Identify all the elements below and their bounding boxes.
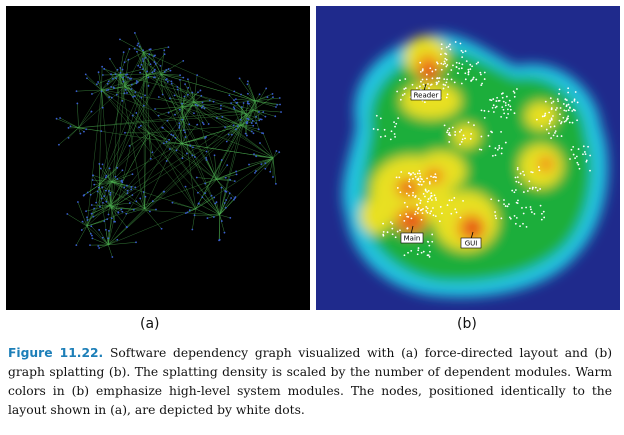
force-directed-graph-canvas xyxy=(55,32,282,258)
figure-label: Figure 11.22. xyxy=(8,346,104,360)
label-reader: Reader xyxy=(410,83,442,101)
panel-b-label: (b) xyxy=(457,316,477,332)
label-gui: GUI xyxy=(460,231,482,249)
force-directed-graph-image xyxy=(6,6,310,310)
label-reader-text: Reader xyxy=(414,92,439,100)
graph-nodes xyxy=(55,32,282,258)
graph-splatting-canvas: Reader Main GUI xyxy=(342,33,608,298)
node-dots xyxy=(372,41,592,258)
graph-edges xyxy=(56,32,282,258)
panel-a-label: (a) xyxy=(140,316,160,332)
figure-caption: Figure 11.22. Software dependency graph … xyxy=(8,344,612,420)
graph-splatting-image: Reader Main GUI xyxy=(316,6,620,310)
caption-text: Software dependency graph visualized wit… xyxy=(8,346,612,417)
label-main: Main xyxy=(400,225,424,244)
density-field xyxy=(342,33,608,298)
label-main-text: Main xyxy=(404,235,421,243)
label-gui-text: GUI xyxy=(465,240,478,248)
